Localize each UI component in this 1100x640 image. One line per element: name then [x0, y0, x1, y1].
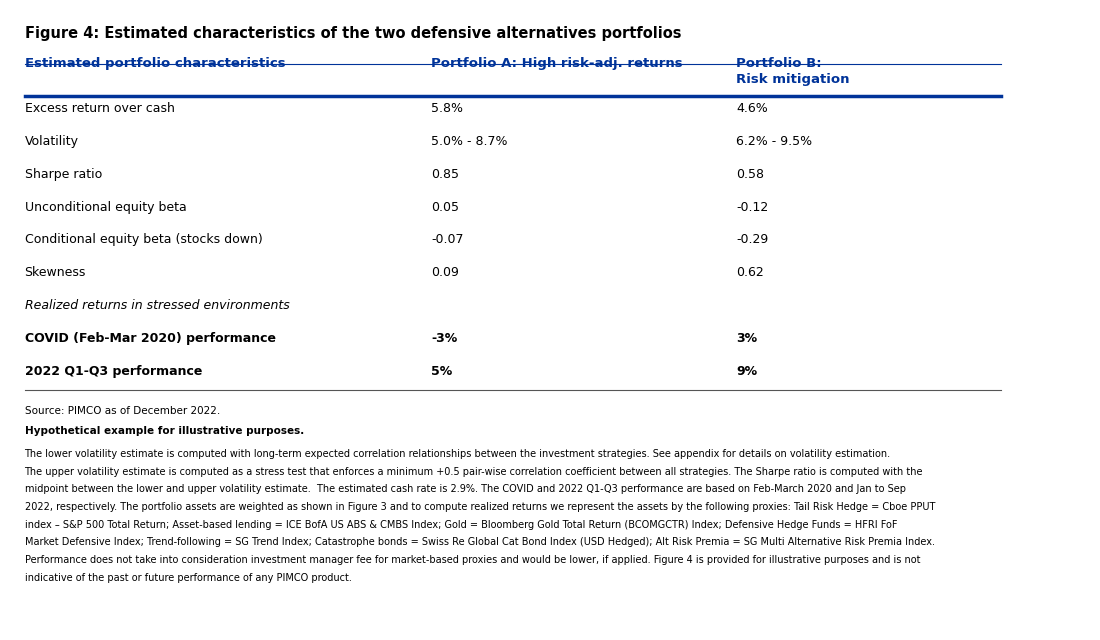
- Text: 0.05: 0.05: [431, 200, 459, 214]
- Text: The upper volatility estimate is computed as a stress test that enforces a minim: The upper volatility estimate is compute…: [24, 467, 923, 477]
- Text: Performance does not take into consideration investment manager fee for market-b: Performance does not take into considera…: [24, 555, 920, 565]
- Text: Sharpe ratio: Sharpe ratio: [24, 168, 102, 180]
- Text: Source: PIMCO as of December 2022.: Source: PIMCO as of December 2022.: [24, 406, 220, 416]
- Text: 6.2% - 9.5%: 6.2% - 9.5%: [736, 135, 812, 148]
- Text: Conditional equity beta (stocks down): Conditional equity beta (stocks down): [24, 234, 262, 246]
- Text: Hypothetical example for illustrative purposes.: Hypothetical example for illustrative pu…: [24, 426, 304, 436]
- Text: 0.58: 0.58: [736, 168, 764, 180]
- Text: 4.6%: 4.6%: [736, 102, 768, 115]
- Text: -0.12: -0.12: [736, 200, 769, 214]
- Text: 0.62: 0.62: [736, 266, 764, 279]
- Text: Estimated portfolio characteristics: Estimated portfolio characteristics: [24, 58, 285, 70]
- Text: 5%: 5%: [431, 365, 452, 378]
- Text: Market Defensive Index; Trend-following = SG Trend Index; Catastrophe bonds = Sw: Market Defensive Index; Trend-following …: [24, 538, 935, 547]
- Text: 9%: 9%: [736, 365, 757, 378]
- Text: indicative of the past or future performance of any PIMCO product.: indicative of the past or future perform…: [24, 573, 351, 582]
- Text: -0.29: -0.29: [736, 234, 769, 246]
- Text: The lower volatility estimate is computed with long-term expected correlation re: The lower volatility estimate is compute…: [24, 449, 891, 459]
- Text: Unconditional equity beta: Unconditional equity beta: [24, 200, 186, 214]
- Text: 5.8%: 5.8%: [431, 102, 463, 115]
- Text: 3%: 3%: [736, 332, 757, 345]
- Text: COVID (Feb-Mar 2020) performance: COVID (Feb-Mar 2020) performance: [24, 332, 275, 345]
- Text: -0.07: -0.07: [431, 234, 464, 246]
- Text: Volatility: Volatility: [24, 135, 78, 148]
- Text: Risk mitigation: Risk mitigation: [736, 74, 849, 86]
- Text: Excess return over cash: Excess return over cash: [24, 102, 175, 115]
- Text: 0.09: 0.09: [431, 266, 459, 279]
- Text: Skewness: Skewness: [24, 266, 86, 279]
- Text: index – S&P 500 Total Return; Asset-based lending = ICE BofA US ABS & CMBS Index: index – S&P 500 Total Return; Asset-base…: [24, 520, 896, 530]
- Text: 0.85: 0.85: [431, 168, 459, 180]
- Text: Realized returns in stressed environments: Realized returns in stressed environment…: [24, 299, 289, 312]
- Text: 2022 Q1-Q3 performance: 2022 Q1-Q3 performance: [24, 365, 202, 378]
- Text: -3%: -3%: [431, 332, 458, 345]
- Text: 5.0% - 8.7%: 5.0% - 8.7%: [431, 135, 508, 148]
- Text: Portfolio A: High risk-adj. returns: Portfolio A: High risk-adj. returns: [431, 58, 683, 70]
- Text: 2022, respectively. The portfolio assets are weighted as shown in Figure 3 and t: 2022, respectively. The portfolio assets…: [24, 502, 935, 512]
- Text: Figure 4: Estimated characteristics of the two defensive alternatives portfolios: Figure 4: Estimated characteristics of t…: [24, 26, 681, 41]
- Text: midpoint between the lower and upper volatility estimate.  The estimated cash ra: midpoint between the lower and upper vol…: [24, 484, 905, 494]
- Text: Portfolio B:: Portfolio B:: [736, 58, 822, 70]
